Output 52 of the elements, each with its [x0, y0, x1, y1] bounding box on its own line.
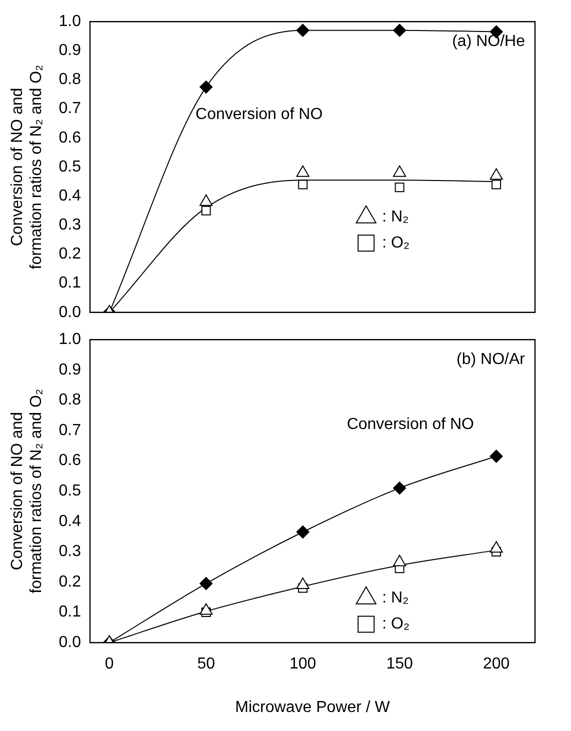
point [393, 554, 406, 566]
point [490, 168, 503, 180]
y-tick-label: 0.5 [58, 482, 82, 500]
y-tick-label: 0.2 [58, 246, 82, 263]
legend-label: : O₂ [382, 616, 410, 633]
x-tick-label: 150 [386, 656, 414, 673]
y-tick-label: 0.3 [58, 216, 82, 234]
y-tick-label: 1.0 [58, 13, 82, 30]
y-tick-label: 0.7 [58, 422, 82, 439]
y-tick-label: 0.1 [58, 604, 82, 621]
y-tick-label: 0.0 [58, 304, 82, 321]
x-tick-label: 100 [289, 656, 316, 673]
x-axis-title: Microwave Power / W [235, 698, 391, 716]
y-tick-label: 0.4 [58, 512, 82, 530]
point [200, 80, 213, 94]
y-axis-title: Conversion of NO and formation ratios of N₂ and O₂ [9, 388, 46, 594]
point [200, 194, 213, 206]
y-axis-title: Conversion of NO and formation ratios of N₂ and O₂ [9, 64, 46, 270]
y-tick-label: 0.2 [58, 573, 82, 590]
annotation: Conversion of NO [346, 416, 474, 433]
text: (b) NO/Ar [456, 351, 526, 368]
y-tick-label: 0.5 [58, 158, 82, 176]
text: (a) NO/He [452, 33, 526, 50]
y-tick-label: 0.3 [58, 543, 82, 560]
y-tick-label: 0.9 [58, 42, 82, 60]
y-tick-label: 0.7 [58, 100, 82, 118]
annotation: Conversion of NO [196, 106, 323, 124]
y-tick-label: 0.8 [58, 392, 82, 409]
point [296, 578, 310, 590]
x-tick-label: 0 [104, 656, 114, 673]
point [490, 541, 503, 553]
point [393, 482, 406, 495]
legend-label: : N₂ [382, 208, 409, 226]
point [200, 603, 213, 615]
point [296, 24, 310, 37]
y-tick-label: 0.4 [58, 187, 82, 204]
x-tick-label: 200 [482, 656, 510, 673]
legend-label: : O₂ [382, 234, 410, 252]
y-tick-label: 0.6 [58, 129, 82, 146]
y-tick-label: 0.6 [58, 452, 82, 470]
y-tick-label: 0.1 [58, 274, 82, 292]
point [296, 526, 310, 539]
y-tick-label: 0.0 [58, 634, 82, 652]
y-tick-label: 0.9 [58, 361, 82, 378]
point [393, 24, 406, 37]
x-tick-label: 50 [197, 656, 216, 673]
point [393, 165, 406, 177]
legend-label: : N₂ [382, 590, 409, 607]
y-tick-label: 1.0 [58, 331, 82, 348]
point [490, 450, 503, 463]
y-tick-label: 0.8 [58, 71, 82, 88]
point [296, 165, 310, 177]
